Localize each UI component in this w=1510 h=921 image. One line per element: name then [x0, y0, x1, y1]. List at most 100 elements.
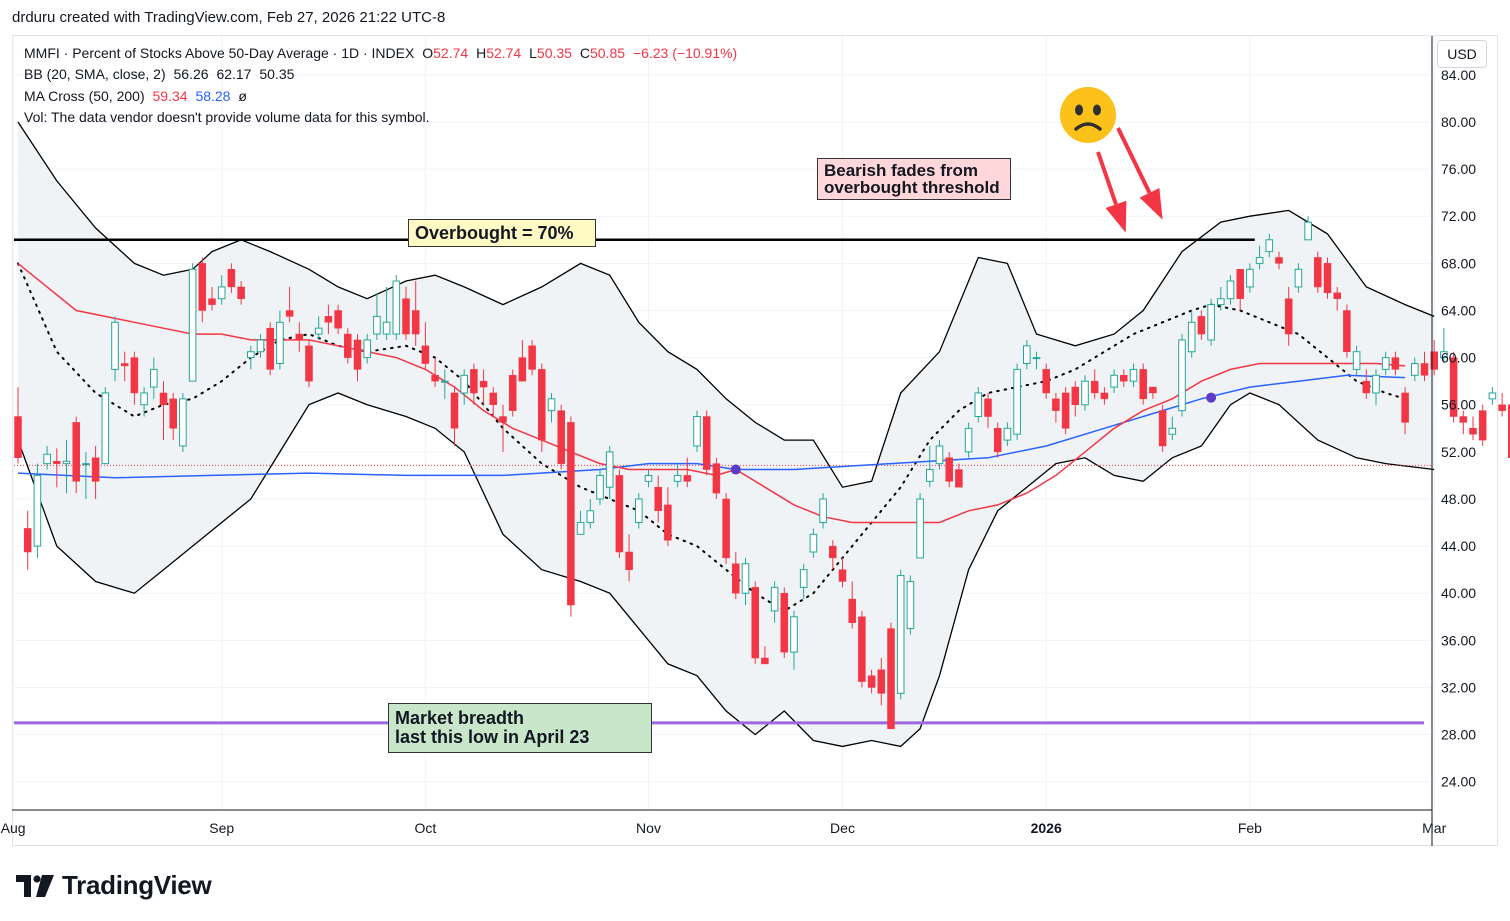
- candle-14: [150, 357, 158, 399]
- candle-body-100: [984, 398, 992, 417]
- candle-48: [479, 369, 488, 405]
- candle-body-129: [1265, 239, 1274, 253]
- candle-38: [382, 286, 391, 340]
- candle-98: [964, 422, 973, 458]
- y-tick-label-0: 84.00: [1441, 67, 1476, 83]
- candle-151: [1478, 404, 1487, 446]
- candle-body-121: [1187, 321, 1196, 353]
- tradingview-brand[interactable]: TradingView: [16, 870, 212, 901]
- candle-147: [1440, 328, 1448, 364]
- ma-cross-marker-0: [730, 464, 741, 475]
- candle-152: [1488, 387, 1497, 405]
- candle-142: [1391, 351, 1400, 376]
- candle-69: [683, 457, 692, 488]
- candle-78: [770, 581, 779, 623]
- legend-bb-row[interactable]: BB (20, SMA, close, 2) 56.26 62.17 50.35: [24, 66, 294, 82]
- candle-body-19: [198, 263, 207, 311]
- candle-154: [1508, 404, 1510, 459]
- bb-label: BB (20, SMA, close, 2): [24, 66, 166, 82]
- candle-50: [499, 404, 507, 452]
- candle-123: [1207, 298, 1215, 346]
- candle-body-75: [741, 563, 750, 594]
- candle-body-45: [450, 392, 459, 429]
- candle-body-109: [1071, 386, 1080, 405]
- candle-body-12: [130, 357, 139, 394]
- candle-64: [635, 493, 643, 529]
- chart-frame[interactable]: [12, 35, 1498, 846]
- candle-87: [858, 610, 866, 688]
- candle-149: [1459, 410, 1468, 435]
- candle-body-24: [247, 351, 255, 359]
- candle-12: [130, 351, 139, 405]
- candle-16: [169, 392, 177, 441]
- candle-10: [111, 316, 119, 382]
- candle-body-28: [285, 310, 294, 317]
- x-tick-label-5: 2026: [1031, 820, 1062, 836]
- candle-body-136: [1333, 292, 1341, 299]
- candle-42: [421, 322, 430, 370]
- candle-120: [1178, 334, 1186, 417]
- candle-116: [1139, 363, 1147, 405]
- candle-body-132: [1294, 268, 1303, 288]
- candle-37: [373, 292, 381, 340]
- candle-8: [91, 445, 100, 499]
- candles-layer: [14, 216, 1510, 729]
- candle-body-0: [14, 416, 22, 459]
- candle-body-93: [916, 498, 924, 559]
- candle-11: [120, 351, 129, 382]
- y-tick-label-2: 76.00: [1441, 161, 1476, 177]
- brand-name: TradingView: [62, 870, 212, 900]
- legend-ma-row[interactable]: MA Cross (50, 200) 59.34 58.28 ø: [24, 88, 247, 104]
- candle-body-125: [1226, 280, 1235, 300]
- candle-27: [276, 310, 284, 370]
- bb-basis-value: 56.26: [173, 66, 209, 82]
- candle-body-1: [23, 528, 32, 553]
- candle-135: [1323, 257, 1332, 299]
- candle-65: [644, 469, 653, 488]
- currency-button[interactable]: USD: [1437, 40, 1487, 68]
- candle-body-118: [1158, 410, 1167, 447]
- candle-body-138: [1352, 351, 1361, 370]
- candle-body-5: [62, 460, 71, 465]
- candle-body-41: [411, 310, 420, 335]
- tradingview-logo-icon: [16, 874, 54, 897]
- candle-141: [1381, 351, 1390, 376]
- candle-body-32: [324, 316, 333, 323]
- candle-body-8: [91, 457, 100, 482]
- candle-79: [780, 587, 789, 659]
- candle-83: [819, 493, 827, 529]
- y-tick-label-3: 72.00: [1441, 208, 1476, 224]
- bb-fill: [18, 122, 1435, 747]
- candle-body-68: [673, 474, 682, 482]
- candle-body-97: [955, 469, 963, 488]
- candle-body-72: [712, 463, 721, 494]
- candle-body-37: [373, 315, 381, 335]
- candle-121: [1187, 310, 1196, 358]
- candle-body-143: [1401, 392, 1409, 423]
- candle-93: [916, 493, 924, 559]
- x-axis: Aug Sep Oct Nov Dec 2026 Feb Mar: [1, 809, 1447, 836]
- candle-body-4: [53, 461, 61, 464]
- candle-body-150: [1469, 428, 1477, 435]
- candle-105: [1032, 351, 1041, 370]
- ohlc-change: −6.23 (−10.91%): [632, 45, 738, 61]
- candle-body-47: [470, 369, 478, 394]
- candle-95: [935, 440, 944, 470]
- candle-20: [208, 286, 216, 311]
- candle-body-73: [722, 498, 730, 559]
- candle-body-49: [489, 392, 498, 405]
- candle-47: [470, 363, 478, 405]
- candle-body-6: [72, 422, 80, 482]
- candle-66: [654, 475, 662, 523]
- candle-3: [43, 445, 51, 470]
- candle-35: [353, 334, 362, 382]
- candle-58: [576, 510, 585, 535]
- candle-body-86: [848, 598, 856, 623]
- candle-body-36: [363, 339, 371, 359]
- candle-body-60: [596, 474, 604, 500]
- candle-body-22: [227, 269, 236, 288]
- y-tick-label-14: 28.00: [1441, 727, 1476, 743]
- candle-body-3: [43, 453, 51, 465]
- candle-body-137: [1343, 310, 1351, 352]
